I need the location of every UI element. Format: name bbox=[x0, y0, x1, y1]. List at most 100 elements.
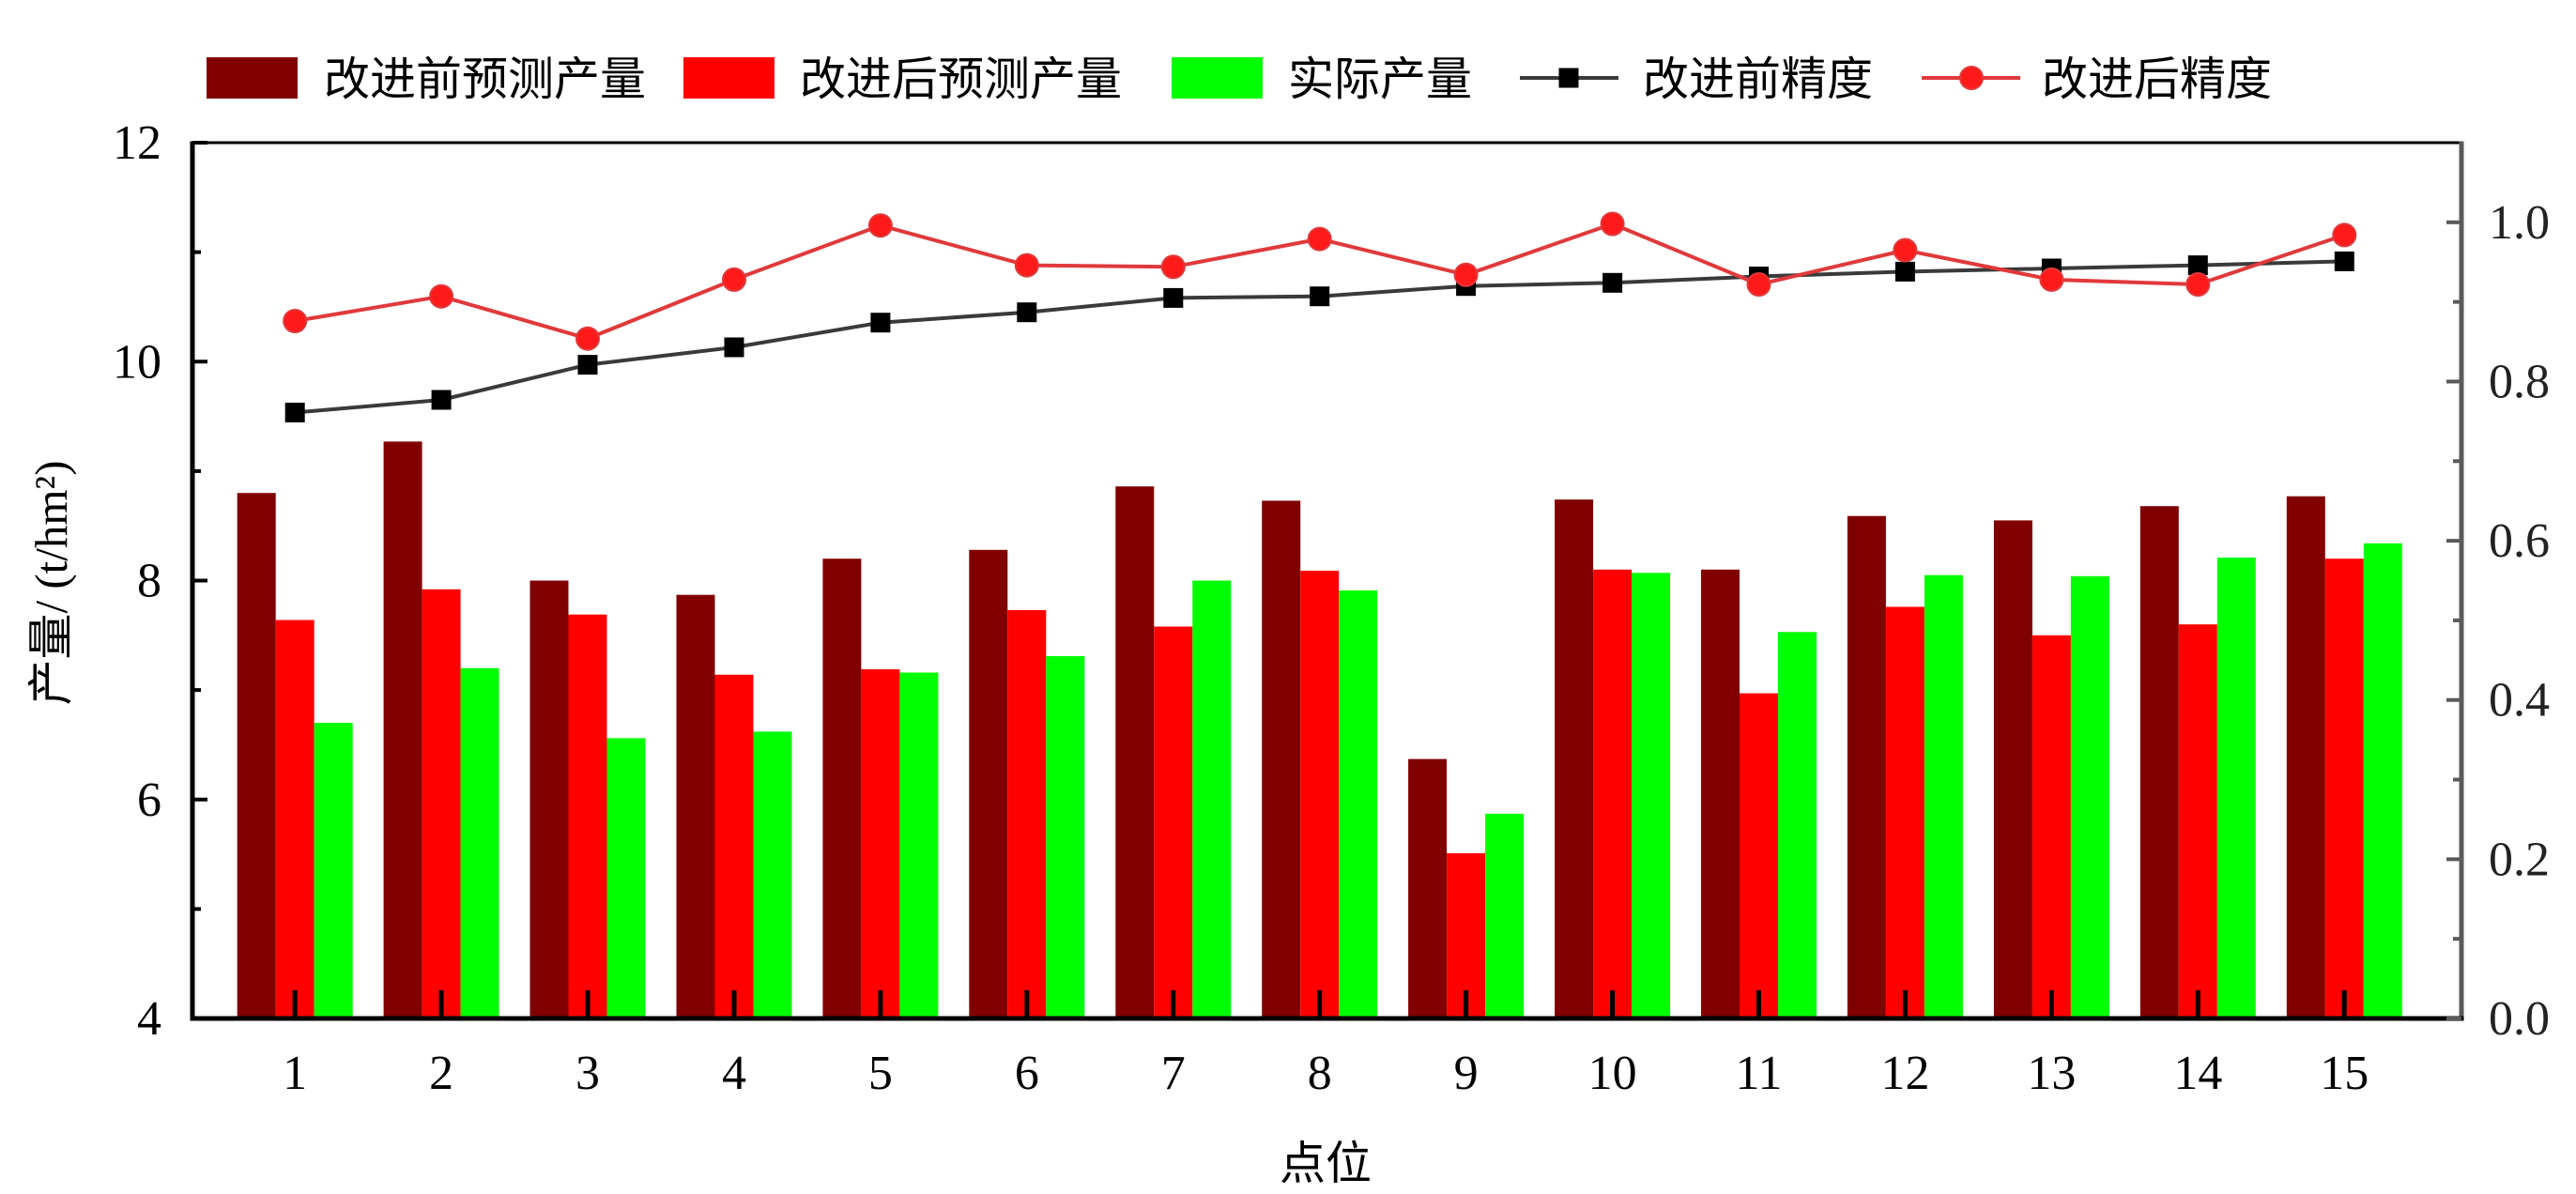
bar-actual-5 bbox=[899, 672, 939, 1018]
bar-actual-15 bbox=[2363, 543, 2402, 1018]
legend-label-pred-after: 改进后预测产量 bbox=[800, 54, 1122, 105]
marker-precision-after-9 bbox=[1453, 262, 1479, 287]
legend-item-precision-after: 改进后精度 bbox=[1922, 54, 2272, 105]
marker-precision-after-8 bbox=[1307, 226, 1332, 252]
bar-actual-7 bbox=[1192, 580, 1232, 1018]
bar-pred-after-12 bbox=[1885, 606, 1924, 1018]
bar-actual-6 bbox=[1046, 656, 1085, 1018]
y2-tick-label: 1.0 bbox=[2489, 196, 2550, 250]
x-tick-label: 11 bbox=[1735, 1047, 1782, 1100]
y2-tick-label: 0.8 bbox=[2489, 356, 2550, 409]
x-tick-label: 12 bbox=[1880, 1047, 1929, 1100]
bar-pred-before-1 bbox=[237, 493, 276, 1018]
y-tick-label: 4 bbox=[137, 992, 161, 1046]
y-tick-label: 12 bbox=[113, 116, 161, 170]
marker-precision-after-14 bbox=[2185, 272, 2211, 297]
legend-item-actual: 实际产量 bbox=[1172, 54, 1472, 105]
bar-pred-after-11 bbox=[1740, 693, 1778, 1018]
legend-label-precision-after: 改进后精度 bbox=[2042, 54, 2272, 105]
marker-precision-after-12 bbox=[1893, 237, 1918, 263]
y2-tick-label: 0.2 bbox=[2489, 833, 2550, 886]
legend-marker-circle bbox=[1959, 66, 1984, 90]
bar-pred-before-10 bbox=[1555, 499, 1594, 1018]
bar-actual-9 bbox=[1485, 813, 1525, 1018]
bar-pred-before-5 bbox=[822, 559, 862, 1018]
bar-actual-1 bbox=[314, 723, 353, 1018]
bar-pred-before-15 bbox=[2286, 496, 2325, 1018]
legend: 改进前预测产量 改进后预测产量 实际产量 改进前精度 改进后精度 bbox=[207, 54, 2272, 105]
marker-precision-after-15 bbox=[2332, 222, 2357, 248]
lines-layer bbox=[283, 211, 2357, 422]
marker-precision-before-10 bbox=[1602, 272, 1623, 293]
bar-pred-before-14 bbox=[2139, 506, 2179, 1018]
marker-precision-before-3 bbox=[577, 355, 598, 375]
bar-pred-after-8 bbox=[1300, 571, 1340, 1018]
bar-pred-before-9 bbox=[1408, 758, 1448, 1018]
legend-swatch-pred-before bbox=[207, 57, 298, 99]
bar-actual-3 bbox=[606, 738, 646, 1018]
marker-precision-before-2 bbox=[431, 390, 452, 410]
bar-pred-after-10 bbox=[1593, 569, 1633, 1018]
bar-pred-after-1 bbox=[275, 620, 314, 1018]
bar-pred-after-15 bbox=[2324, 559, 2364, 1018]
x-tick-label: 5 bbox=[868, 1047, 893, 1100]
bar-actual-11 bbox=[1778, 632, 1817, 1018]
x-tick-label: 4 bbox=[722, 1047, 746, 1100]
bar-pred-after-7 bbox=[1154, 626, 1193, 1018]
bar-actual-14 bbox=[2216, 558, 2256, 1018]
axes-layer bbox=[190, 141, 2464, 1021]
bar-actual-12 bbox=[1924, 574, 1963, 1018]
x-tick-label: 1 bbox=[283, 1047, 307, 1100]
bar-pred-before-8 bbox=[1262, 500, 1301, 1018]
bar-actual-2 bbox=[460, 667, 499, 1018]
marker-precision-after-13 bbox=[2039, 267, 2064, 292]
marker-precision-after-7 bbox=[1160, 254, 1186, 280]
y-tick-label: 8 bbox=[137, 555, 161, 608]
y2-tick-label: 0.0 bbox=[2489, 992, 2550, 1046]
bar-pred-before-12 bbox=[1847, 515, 1886, 1018]
bar-pred-after-3 bbox=[568, 614, 607, 1018]
bar-actual-10 bbox=[1632, 573, 1671, 1018]
bar-pred-before-3 bbox=[529, 580, 569, 1018]
bars-layer bbox=[237, 441, 2402, 1018]
x-tick-label: 15 bbox=[2320, 1047, 2369, 1100]
marker-precision-before-15 bbox=[2334, 251, 2354, 271]
tick-labels-layer: 1 2 3 4 5 6 7 8 9 10 11 12 13 14 1546810120.00.20.40.6… bbox=[113, 116, 2550, 1100]
marker-precision-before-7 bbox=[1163, 287, 1184, 308]
legend-label-precision-before: 改进前精度 bbox=[1643, 54, 1873, 105]
x-tick-label: 10 bbox=[1588, 1047, 1637, 1100]
marker-precision-after-6 bbox=[1014, 253, 1039, 278]
bar-actual-13 bbox=[2070, 575, 2109, 1018]
x-tick-label: 3 bbox=[575, 1047, 600, 1100]
marker-precision-before-8 bbox=[1310, 286, 1330, 307]
x-tick-label: 14 bbox=[2173, 1047, 2222, 1100]
marker-precision-before-12 bbox=[1894, 261, 1915, 282]
legend-swatch-pred-after bbox=[683, 57, 774, 99]
bar-pred-before-6 bbox=[969, 549, 1008, 1018]
marker-precision-after-5 bbox=[867, 213, 893, 238]
bar-pred-after-5 bbox=[861, 669, 900, 1018]
bar-pred-before-13 bbox=[1993, 520, 2032, 1018]
bar-actual-8 bbox=[1339, 590, 1378, 1018]
marker-precision-after-2 bbox=[429, 283, 454, 309]
x-tick-label: 9 bbox=[1454, 1047, 1479, 1100]
x-axis-title: 点位 bbox=[1280, 1138, 1372, 1189]
legend-item-precision-before: 改进前精度 bbox=[1520, 54, 1873, 105]
bar-pred-after-4 bbox=[714, 674, 754, 1018]
marker-precision-before-1 bbox=[284, 403, 305, 422]
bar-pred-after-6 bbox=[1007, 610, 1047, 1018]
legend-item-pred-after: 改进后预测产量 bbox=[683, 54, 1122, 105]
legend-marker-square bbox=[1558, 68, 1579, 88]
x-tick-label: 7 bbox=[1161, 1047, 1186, 1100]
marker-precision-before-14 bbox=[2187, 255, 2208, 276]
legend-item-pred-before: 改进前预测产量 bbox=[207, 54, 646, 105]
bar-pred-after-2 bbox=[422, 589, 461, 1018]
bar-pred-after-14 bbox=[2178, 624, 2217, 1018]
legend-swatch-actual bbox=[1172, 57, 1263, 99]
x-tick-label: 6 bbox=[1015, 1047, 1039, 1100]
bar-pred-after-13 bbox=[2032, 635, 2071, 1018]
marker-precision-before-6 bbox=[1017, 302, 1037, 323]
legend-label-actual: 实际产量 bbox=[1288, 54, 1472, 105]
marker-precision-after-10 bbox=[1600, 211, 1625, 237]
